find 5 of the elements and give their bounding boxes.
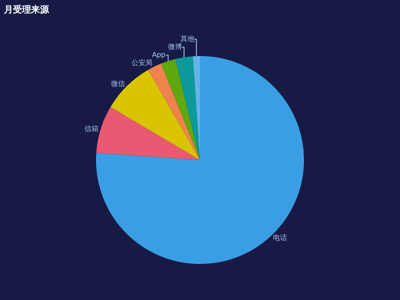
pie-slice (96, 107, 200, 160)
pie-slice (110, 70, 200, 160)
pie-slice (161, 58, 200, 160)
pie-slice (175, 56, 200, 160)
chart-title: 月受理来源 (3, 4, 50, 16)
